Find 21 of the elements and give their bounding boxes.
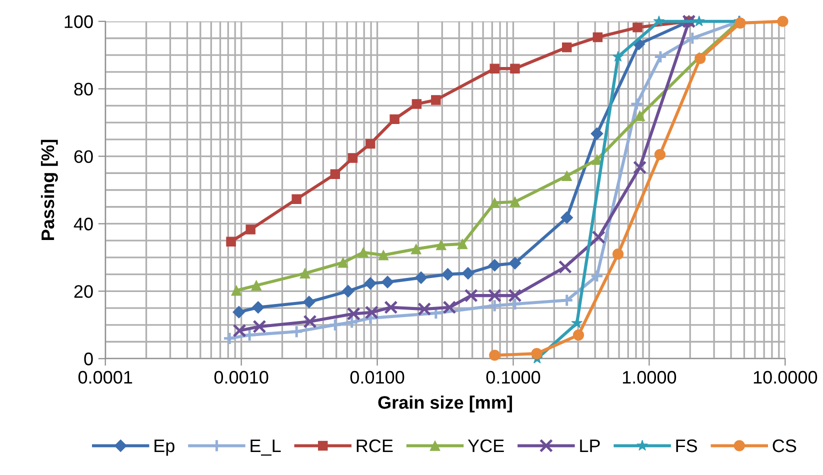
x-tick-label: 0.0001 [78, 370, 132, 384]
x-tick-label: 0.1000 [486, 370, 540, 384]
legend-label: RCE [356, 439, 393, 452]
legend-label: CS [772, 439, 796, 452]
x-tick-label: 0.0100 [350, 370, 404, 384]
x-axis-title: Grain size [mm] [378, 396, 512, 412]
y-tick-label: 20 [74, 285, 93, 298]
x-tick-label: 1.0000 [622, 370, 676, 384]
y-tick-label: 40 [74, 218, 93, 230]
y-tick-label: 0 [84, 352, 93, 366]
x-tick-label: 0.0010 [214, 370, 268, 384]
legend-label: FS [676, 439, 698, 452]
legend-label: YCE [468, 439, 504, 452]
y-tick-label: 60 [74, 150, 93, 163]
legend-label: LP [580, 440, 600, 452]
legend-label: Ep [154, 440, 174, 456]
y-tick-label: 80 [74, 82, 93, 96]
legend-label: E_L [250, 440, 281, 456]
y-axis-title: Passing [%] [40, 140, 58, 240]
y-tick-label: 100 [64, 15, 93, 28]
x-tick-label: 10.0000 [754, 370, 818, 384]
